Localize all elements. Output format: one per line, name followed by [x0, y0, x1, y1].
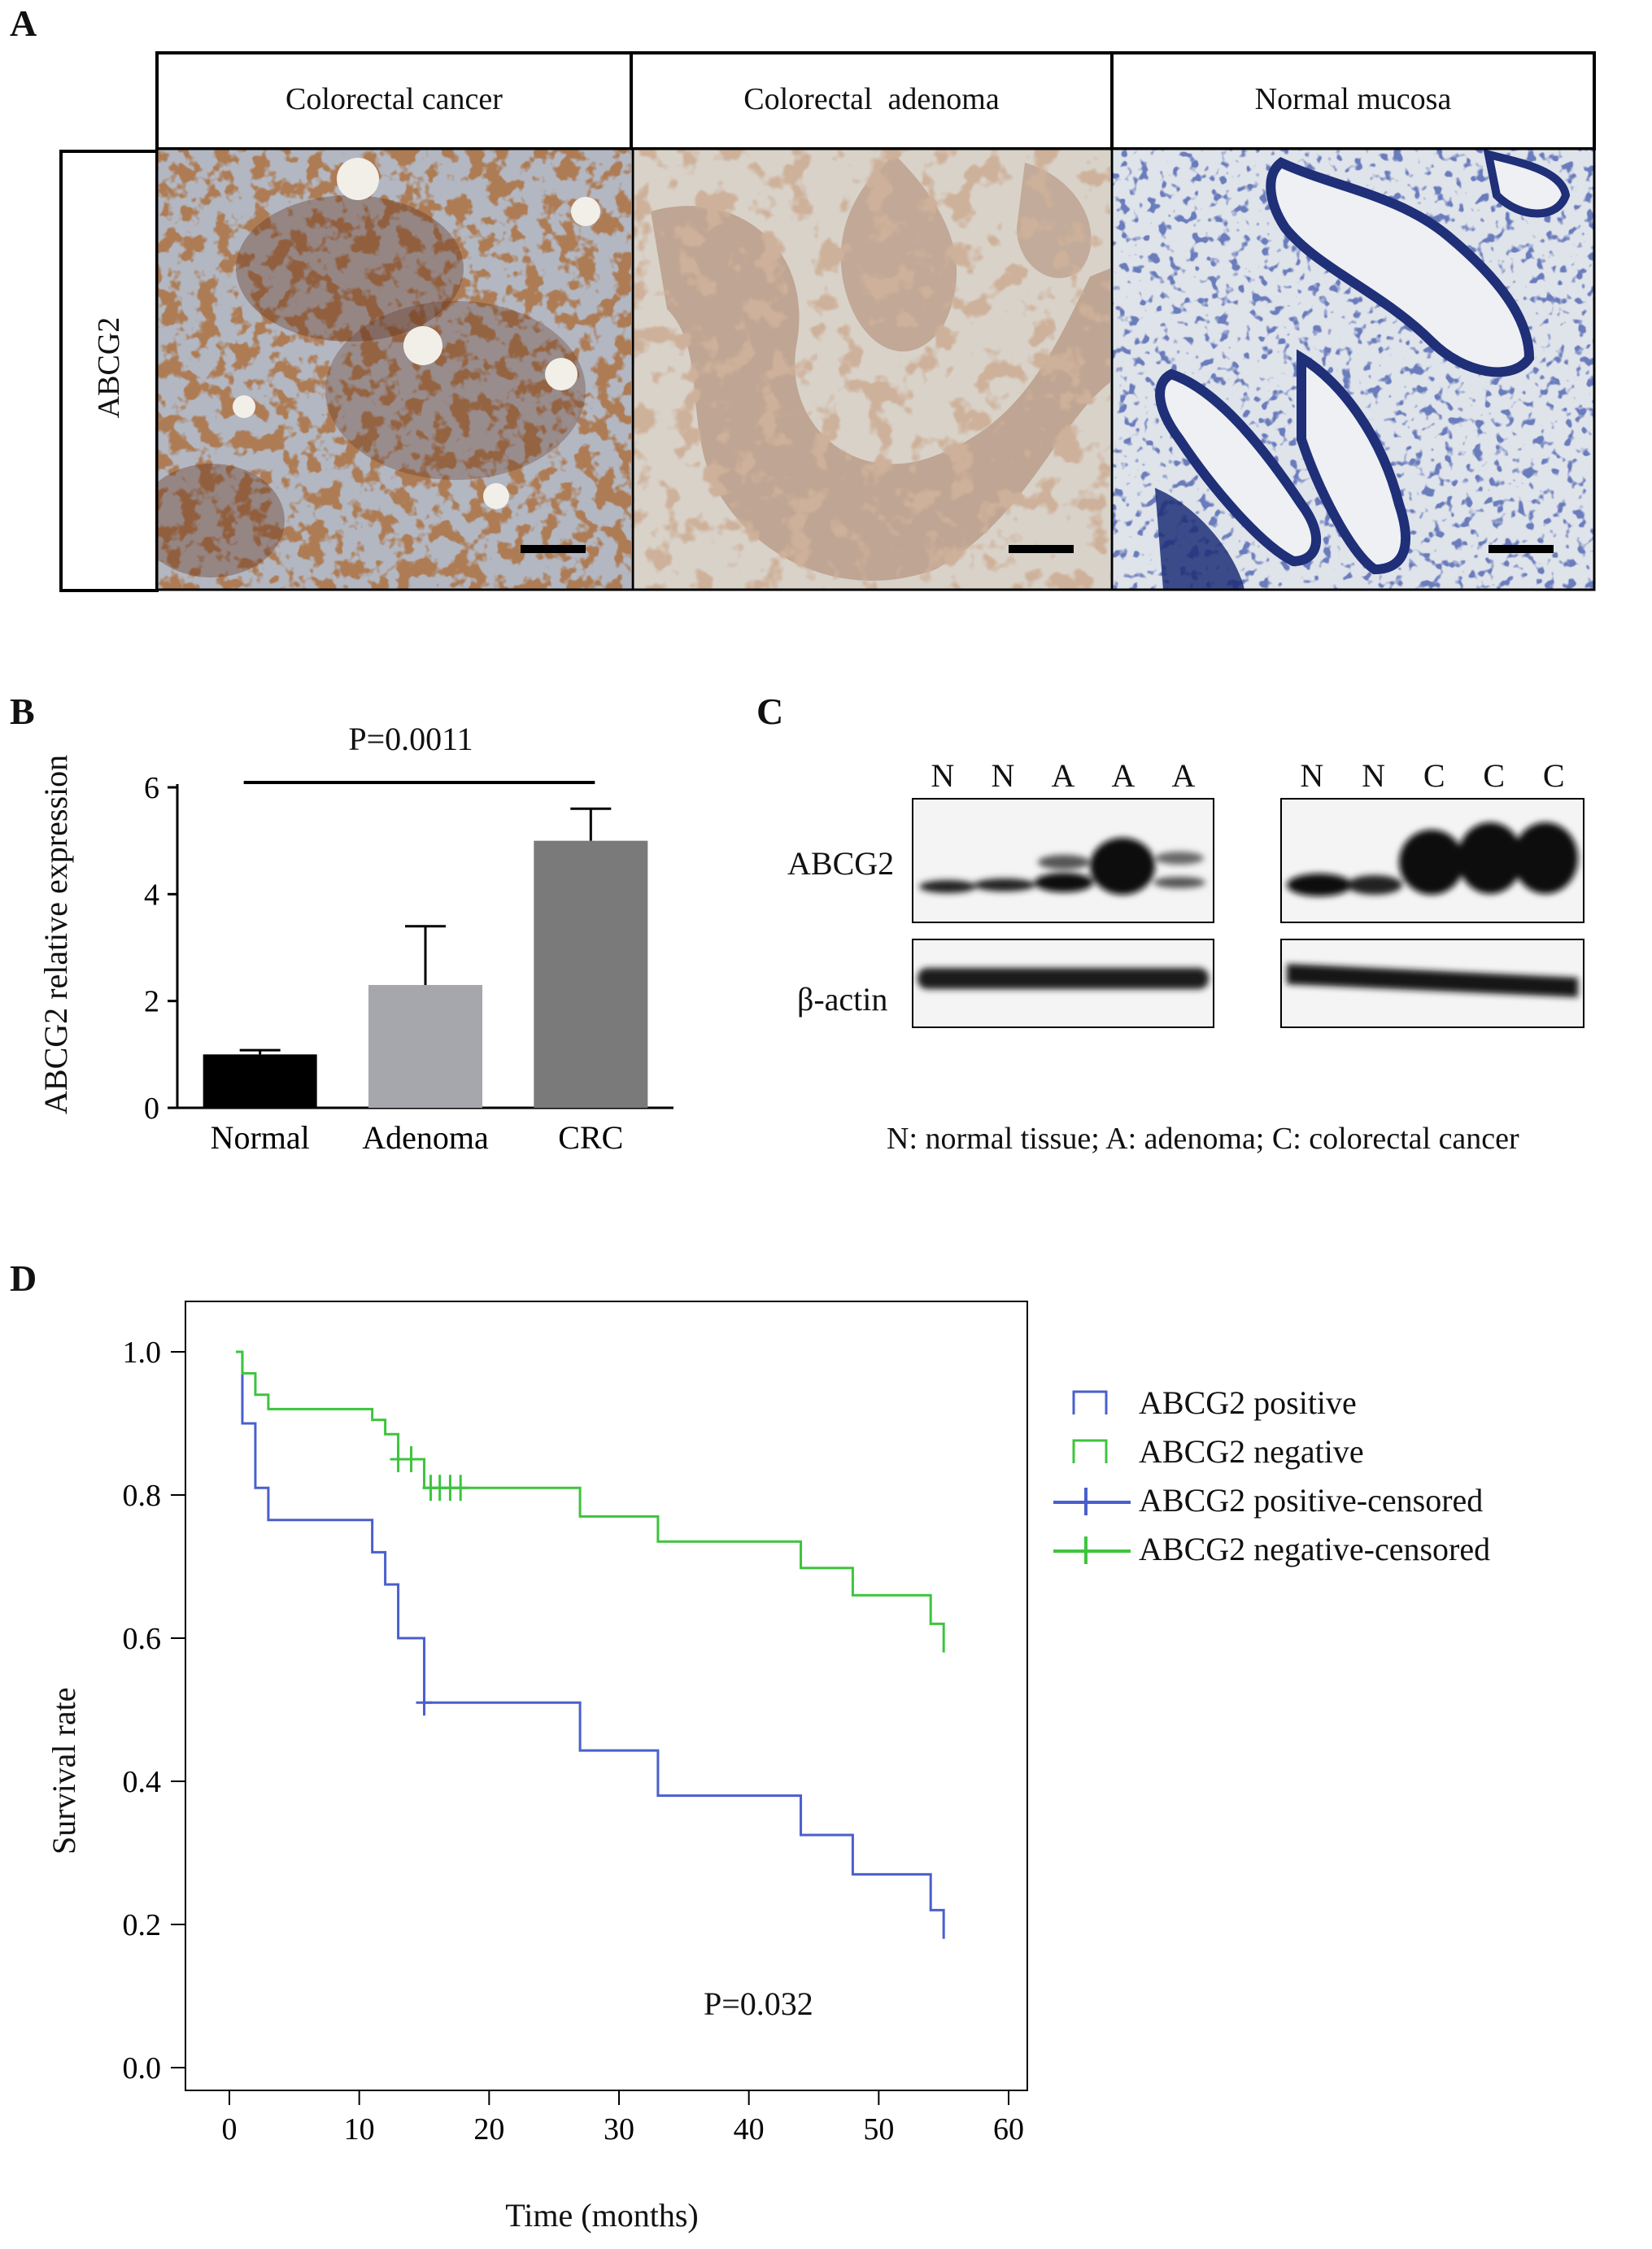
bar-category-label: CRC [558, 1119, 623, 1156]
bar-category-label: Adenoma [362, 1119, 489, 1156]
panel-label-d: D [10, 1257, 37, 1299]
lane-label: N [1300, 757, 1324, 794]
legend-swatch-negative [1072, 1439, 1108, 1463]
bar-y-tick-label: 0 [144, 1092, 159, 1126]
panel-a-figure [59, 51, 1596, 592]
panel-label-a: A [10, 2, 37, 44]
km-x-tick-label: 0 [222, 2112, 238, 2147]
bar-category-label: Normal [211, 1119, 310, 1156]
km-y-tick-label: 1.0 [123, 1336, 162, 1370]
legend-label: ABCG2 positive-censored [1139, 1482, 1484, 1519]
bar-y-axis-label: ABCG2 relative expression [37, 754, 74, 1114]
bar-p-value: P=0.0011 [348, 721, 473, 757]
ihc-image-adenoma [634, 149, 1110, 590]
bar [203, 1054, 317, 1108]
bar [534, 840, 648, 1108]
lane-label: C [1423, 757, 1445, 794]
legend-label: ABCG2 negative [1139, 1433, 1364, 1470]
legend-swatch-negative-censored [1053, 1536, 1131, 1564]
column-title-cancer: Colorectal cancer [286, 82, 503, 116]
km-y-tick-label: 0.2 [123, 1908, 162, 1942]
lane-label: N [1362, 757, 1386, 794]
blot-lanes-left: N N A A A [913, 756, 1214, 795]
km-x-tick-label: 40 [734, 2112, 765, 2147]
blot-row-label-actin: β-actin [797, 981, 888, 1018]
column-title-adenoma: Colorectal adenoma [743, 82, 1000, 116]
lane-label: A [1171, 757, 1196, 794]
ihc-image-cancer [157, 149, 631, 590]
km-x-tick-label: 20 [473, 2112, 504, 2147]
blot-footnote: N: normal tissue; A: adenoma; C: colorec… [887, 1122, 1519, 1156]
blot-row-label-abcg2: ABCG2 [787, 845, 895, 882]
legend-item-negative: ABCG2 negative [1049, 1427, 1490, 1476]
km-legend: ABCG2 positive ABCG2 negative ABCG2 posi… [1049, 1379, 1490, 1574]
legend-label: ABCG2 positive [1139, 1384, 1357, 1421]
km-y-tick-label: 0.6 [123, 1622, 162, 1656]
km-y-tick-label: 0.8 [123, 1479, 162, 1513]
km-y-axis-label: Survival rate [46, 1687, 82, 1855]
legend-item-positive-censored: ABCG2 positive-censored [1049, 1476, 1490, 1525]
km-series-line [235, 1350, 945, 1939]
panel-label-c: C [756, 691, 784, 732]
legend-item-positive: ABCG2 positive [1049, 1379, 1490, 1427]
lane-label: N [931, 757, 955, 794]
km-x-axis-label: Time (months) [505, 2197, 699, 2234]
bar-y-tick-label: 2 [144, 985, 159, 1019]
km-x-tick-label: 10 [344, 2112, 375, 2147]
km-frame [185, 1301, 1028, 2091]
km-series-line [235, 1350, 945, 1653]
lane-label: A [1111, 757, 1135, 794]
km-y-tick-label: 0.0 [123, 2051, 162, 2086]
bar-y-tick-label: 4 [144, 878, 159, 912]
km-x-tick-label: 30 [604, 2112, 634, 2147]
km-x-tick-label: 60 [993, 2112, 1024, 2147]
lane-label: C [1483, 757, 1506, 794]
legend-swatch-positive-censored [1053, 1488, 1131, 1515]
panel-b-chart: 0 2 4 6 Normal Adenoma CRC [144, 771, 673, 1156]
legend-swatch-positive [1072, 1390, 1108, 1414]
lane-label: A [1051, 757, 1075, 794]
ihc-image-normal [1113, 149, 1594, 590]
lane-label: N [991, 757, 1015, 794]
km-y-tick-label: 0.4 [123, 1765, 162, 1799]
blot-lanes-right: N N C C C [1281, 756, 1584, 795]
panel-label-b: B [10, 691, 35, 732]
panel-c-blot [912, 798, 1584, 1028]
legend-item-negative-censored: ABCG2 negative-censored [1049, 1525, 1490, 1574]
lane-label: C [1542, 757, 1565, 794]
column-title-normal: Normal mucosa [1254, 82, 1452, 116]
km-x-tick-label: 50 [863, 2112, 894, 2147]
bar-y-tick-label: 6 [144, 771, 159, 805]
row-label-abcg2: ABCG2 [92, 316, 126, 419]
km-p-value: P=0.032 [704, 1985, 813, 2022]
panel-d-chart: 0.0 0.2 0.4 0.6 0.8 1.0 0 10 20 30 40 50 60 [123, 1301, 1028, 2147]
bar [368, 984, 482, 1108]
legend-label: ABCG2 negative-censored [1139, 1531, 1491, 1567]
